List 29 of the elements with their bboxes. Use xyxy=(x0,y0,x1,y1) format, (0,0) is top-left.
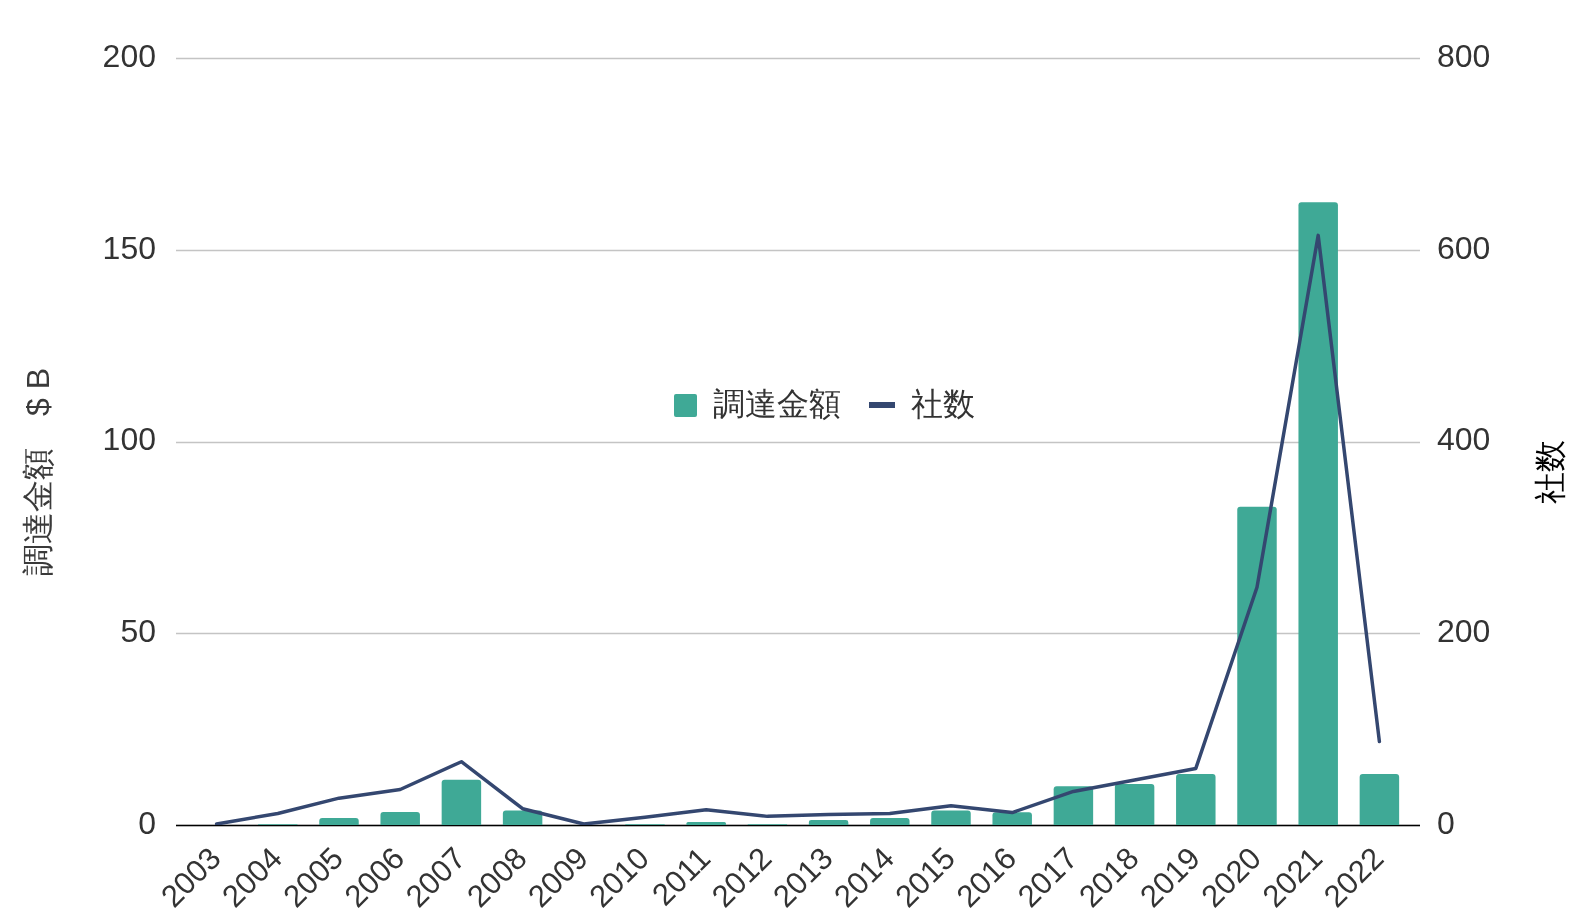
y2-axis-title: 社数 xyxy=(1531,440,1568,504)
bar xyxy=(808,820,849,825)
bar xyxy=(1298,202,1338,825)
y-tick-label: 150 xyxy=(102,229,156,266)
y-axis-title: 調達金額 $ B xyxy=(19,367,56,577)
y2-tick-label: 600 xyxy=(1437,229,1491,266)
y2-tick-label: 0 xyxy=(1437,804,1455,841)
bar xyxy=(1176,774,1216,825)
bar xyxy=(992,812,1032,825)
bar xyxy=(686,821,726,825)
bar xyxy=(1359,774,1400,825)
bar xyxy=(380,811,420,825)
bar xyxy=(870,818,910,825)
legend-label: 調達金額 xyxy=(713,385,842,425)
y-tick-label: 200 xyxy=(102,37,156,74)
y2-tick-label: 200 xyxy=(1437,613,1491,650)
y-tick-label: 50 xyxy=(120,613,156,650)
y2-tick-label: 400 xyxy=(1437,421,1491,458)
bar xyxy=(931,810,971,825)
bar xyxy=(502,810,543,825)
bar xyxy=(1237,506,1277,825)
y-tick-label: 100 xyxy=(102,421,156,458)
bar xyxy=(1053,786,1094,825)
legend-label: 社数 xyxy=(911,385,976,425)
y-tick-label: 0 xyxy=(138,804,156,841)
y2-tick-label: 800 xyxy=(1437,37,1491,74)
bar xyxy=(441,779,482,825)
bar xyxy=(1114,783,1155,825)
bar xyxy=(319,818,359,825)
